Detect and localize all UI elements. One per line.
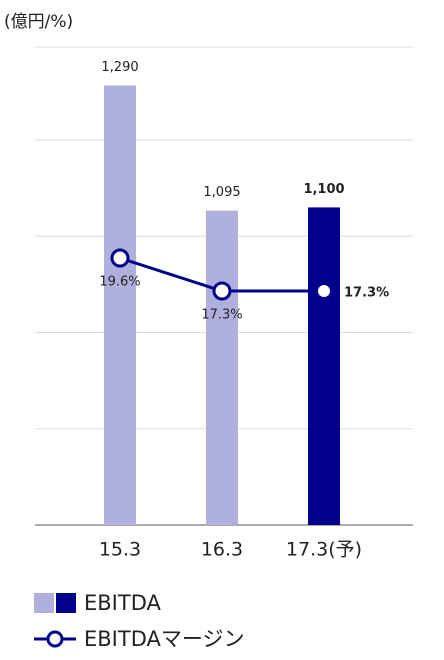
bar <box>308 207 340 525</box>
bar <box>206 210 238 526</box>
bar-value-label: 1,100 <box>303 182 344 197</box>
x-tick-label: 17.3(予) <box>286 539 362 561</box>
margin-marker <box>212 281 232 301</box>
bar-value-label: 1,095 <box>203 185 240 200</box>
x-tick-label: 16.3 <box>201 539 243 561</box>
x-tick-label: 15.3 <box>99 539 141 561</box>
margin-value-label: 17.3% <box>201 308 242 323</box>
unit-label: (億円/%) <box>4 12 73 32</box>
legend-swatch <box>34 593 54 613</box>
legend-label: EBITDA <box>84 591 161 615</box>
margin-marker <box>318 285 330 298</box>
margin-value-label: 17.3% <box>344 286 389 301</box>
legend-label: EBITDAマージン <box>84 627 244 651</box>
margin-marker <box>110 248 130 268</box>
legend-swatch <box>56 593 76 613</box>
bar <box>104 85 136 525</box>
legend-marker <box>46 630 64 648</box>
bar-value-label: 1,290 <box>101 60 138 75</box>
margin-value-label: 19.6% <box>99 275 140 290</box>
